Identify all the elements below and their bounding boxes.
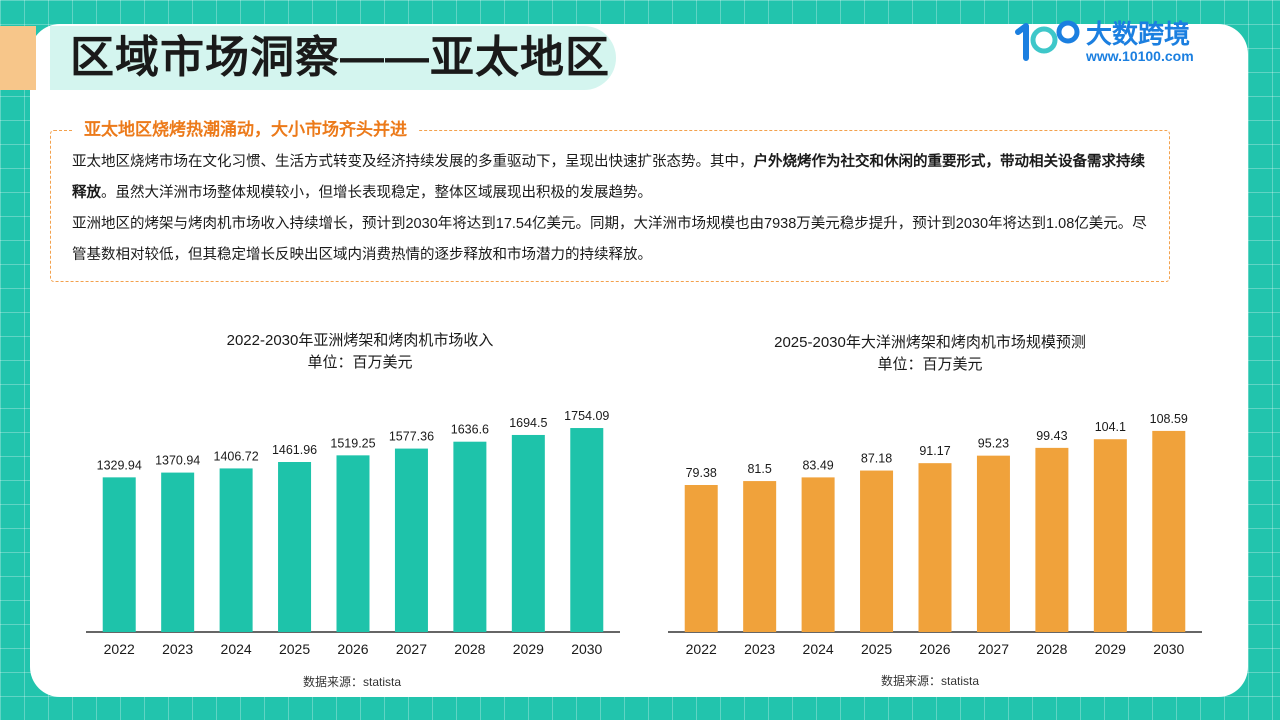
asia-bar-2027 (394, 448, 428, 632)
section-heading: 亚太地区烧烤热潮涌动，大小市场齐头并进 (72, 117, 419, 143)
asia-bar-2025 (278, 462, 312, 632)
oceania-chart-source: 数据来源：statista (880, 674, 980, 688)
oceania-tick-label-2022: 2022 (686, 641, 717, 657)
asia-data-label-2024: 1406.72 (214, 449, 259, 463)
oceania-bar-2029 (1093, 439, 1127, 632)
asia-tick-label-2024: 2024 (221, 641, 252, 657)
oceania-chart-unit: 单位：百万美元 (877, 356, 983, 373)
asia-tick-label-2028: 2028 (454, 641, 485, 657)
oceania-data-label-2024: 83.49 (802, 458, 833, 472)
asia-data-label-2023: 1370.94 (155, 454, 200, 468)
asia-bar-2023 (161, 472, 195, 632)
oceania-bar-2022 (684, 485, 718, 632)
asia-data-label-2029: 1694.5 (509, 416, 547, 430)
oceania-bar-2026 (918, 463, 952, 632)
asia-bar-2022 (102, 477, 136, 632)
asia-chart-source: 数据来源：statista (302, 675, 402, 689)
asia-chart-title: 2022-2030年亚洲烤架和烤肉机市场收入 单位：百万美元 (160, 330, 560, 374)
oceania-tick-label-2028: 2028 (1036, 641, 1067, 657)
oceania-data-label-2022: 79.38 (686, 466, 717, 480)
asia-chart-title-text: 2022-2030年亚洲烤架和烤肉机市场收入 (226, 332, 494, 349)
oceania-tick-label-2025: 2025 (861, 641, 892, 657)
oceania-bar-2028 (1035, 447, 1069, 632)
oceania-tick-label-2027: 2027 (978, 641, 1009, 657)
paragraph-1-bold-text: 户外烧烤作为社交和休闲的重要形式，带动相关设备需求持续释放 (72, 154, 1145, 201)
asia-tick-label-2027: 2027 (396, 641, 427, 657)
oceania-tick-label-2023: 2023 (744, 641, 775, 657)
oceania-data-label-2025: 87.18 (861, 452, 892, 466)
title-accent-block (0, 26, 36, 90)
asia-tick-label-2025: 2025 (279, 641, 310, 657)
asia-data-label-2026: 1519.25 (330, 436, 375, 450)
oceania-bar-2027 (976, 455, 1010, 632)
asia-data-label-2027: 1577.36 (389, 430, 434, 444)
oceania-bar-2023 (743, 481, 777, 632)
asia-tick-label-2023: 2023 (162, 641, 193, 657)
asia-bar-2024 (219, 468, 253, 632)
asia-bar-2026 (336, 455, 370, 632)
oceania-tick-label-2029: 2029 (1095, 641, 1126, 657)
oceania-data-label-2028: 99.43 (1036, 429, 1067, 443)
asia-data-label-2028: 1636.6 (451, 423, 489, 437)
oceania-chart-title-text: 2025-2030年大洋洲烤架和烤肉机市场规模预测 (774, 334, 1086, 351)
oceania-tick-label-2026: 2026 (919, 641, 950, 657)
asia-tick-label-2030: 2030 (571, 641, 602, 657)
asia-bar-2029 (511, 434, 545, 632)
asia-bar-2030 (570, 428, 604, 632)
paragraph-1-text-b: 。虽然大洋洲市场整体规模较小，但增长表现稳定，整体区域展现出积极的发展趋势。 (101, 185, 652, 201)
oceania-data-label-2027: 95.23 (978, 437, 1009, 451)
asia-bar-2028 (453, 441, 487, 632)
asia-chart-unit: 单位：百万美元 (307, 354, 413, 371)
oceania-chart-title: 2025-2030年大洋洲烤架和烤肉机市场规模预测 单位：百万美元 (730, 332, 1130, 376)
oceania-tick-label-2024: 2024 (803, 641, 834, 657)
logo-name: 大数跨境 (1086, 19, 1191, 49)
asia-bar-chart: 1329.94 2022 1370.94 2023 1406.72 2024 1461.96… (86, 409, 620, 657)
oceania-bar-chart: 79.38 2022 81.5 2023 83.49 2024 87.18 2025 91.17… (668, 412, 1202, 657)
logo-url: www.10100.com (1086, 48, 1194, 64)
oceania-bar-2025 (860, 470, 894, 632)
oceania-tick-label-2030: 2030 (1153, 641, 1184, 657)
summary-paragraph-1: 亚太地区烧烤市场在文化习惯、生活方式转变及经济持续发展的多重驱动下，呈现出快速扩… (72, 147, 1152, 209)
brand-logo: 大数跨境 www.10100.com (1014, 14, 1204, 70)
oceania-data-label-2030: 108.59 (1150, 412, 1188, 426)
title-bar (50, 26, 616, 90)
logo-mark-icon (1015, 20, 1080, 61)
page-title: 区域市场洞察——亚太地区 (70, 33, 610, 82)
asia-tick-label-2022: 2022 (104, 641, 135, 657)
oceania-bar-2024 (801, 477, 835, 632)
asia-tick-label-2026: 2026 (337, 641, 368, 657)
summary-paragraph-2: 亚洲地区的烤架与烤肉机市场收入持续增长，预计到2030年将达到17.54亿美元。… (72, 216, 1147, 263)
oceania-bar-2030 (1152, 430, 1186, 632)
summary-box (50, 130, 1170, 282)
oceania-data-label-2026: 91.17 (919, 444, 950, 458)
asia-data-label-2022: 1329.94 (97, 458, 142, 472)
asia-data-label-2030: 1754.09 (564, 409, 609, 423)
paragraph-1-text-a: 亚太地区烧烤市场在文化习惯、生活方式转变及经济持续发展的多重驱动下，呈现出快速扩… (72, 154, 754, 170)
asia-data-label-2025: 1461.96 (272, 443, 317, 457)
oceania-data-label-2029: 104.1 (1095, 420, 1126, 434)
oceania-data-label-2023: 81.5 (747, 462, 771, 476)
asia-tick-label-2029: 2029 (513, 641, 544, 657)
